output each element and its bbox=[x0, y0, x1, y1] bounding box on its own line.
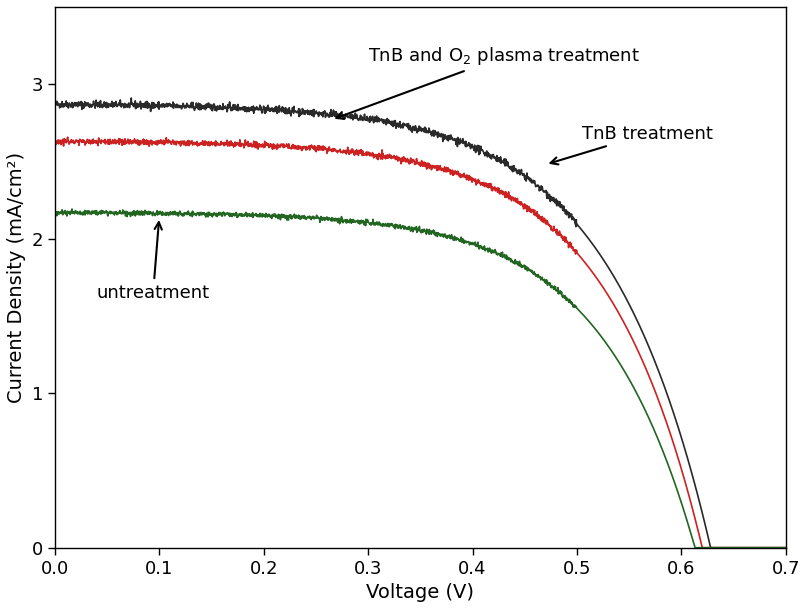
X-axis label: Voltage (V): Voltage (V) bbox=[366, 583, 475, 602]
Text: TnB and O$_2$ plasma treatment: TnB and O$_2$ plasma treatment bbox=[337, 46, 640, 119]
Text: TnB treatment: TnB treatment bbox=[550, 125, 713, 164]
Y-axis label: Current Density (mA/cm²): Current Density (mA/cm²) bbox=[7, 152, 26, 403]
Text: untreatment: untreatment bbox=[97, 222, 210, 302]
